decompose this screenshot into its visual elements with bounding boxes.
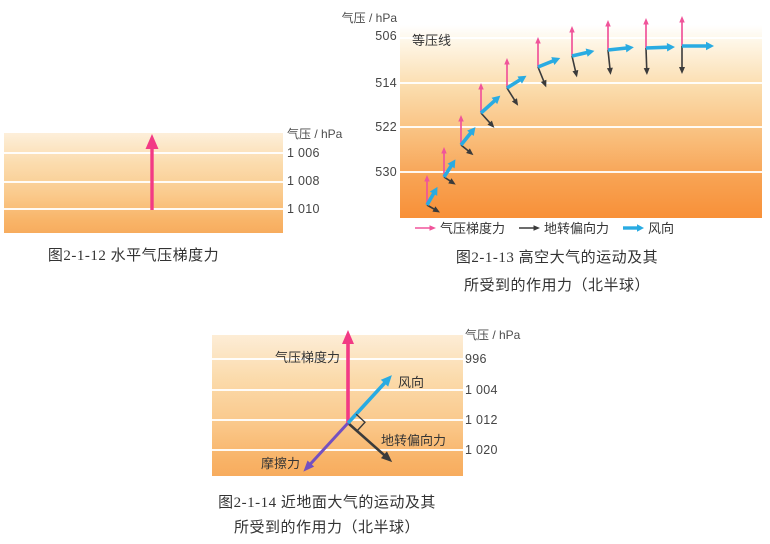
地转偏向力-swatch-arrow (519, 224, 541, 231)
legend-item-wind: 风向 (622, 218, 674, 237)
fig14-isobar-value: 1 004 (465, 383, 498, 397)
legend-item-pressure-gradient: 气压梯度力 (414, 218, 505, 237)
isobar-line (4, 208, 283, 210)
isobar-line (212, 449, 463, 451)
isobar-line (212, 389, 463, 391)
fig13-legend: 气压梯度力 地转偏向力 风向 (414, 218, 674, 237)
fig13-axis-title: 气压 / hPa (341, 11, 397, 25)
fig12-isobar-value: 1 008 (287, 174, 320, 188)
fig14-pgf-label: 气压梯度力 (274, 350, 340, 365)
fig12-isobar-value: 1 006 (287, 146, 320, 160)
fig13-caption-line2: 所受到的作用力（北半球） (463, 278, 650, 294)
fig14-isobar-value: 996 (465, 352, 487, 366)
气压梯度力-swatch-arrow (415, 224, 436, 231)
fig14-friction-label: 摩擦力 (261, 456, 301, 471)
legend-label: 气压梯度力 (440, 221, 506, 236)
isobar-line (212, 358, 463, 360)
fig14-coriolis-label: 地转偏向力 (381, 433, 447, 448)
isobar-line (400, 126, 762, 128)
fig12-isobar-value: 1 010 (287, 202, 320, 216)
fig14-isobar-value: 1 012 (465, 413, 498, 427)
fig14-caption-line1: 图2-1-14 近地面大气的运动及其 (218, 495, 436, 511)
fig13-pressure-field (400, 25, 762, 218)
fig12-caption: 图2-1-12 水平气压梯度力 (47, 248, 220, 264)
isobar-line (4, 181, 283, 183)
fig12-pressure-field (4, 133, 283, 233)
fig14-caption-line2: 所受到的作用力（北半球） (233, 520, 420, 536)
fig13-isoline-label: 等压线 (412, 33, 452, 48)
fig13-isobar-value: 514 (375, 76, 397, 90)
legend-label: 风向 (648, 221, 675, 236)
isobar-line (400, 82, 762, 84)
fig14-axis-title: 气压 / hPa (465, 328, 521, 342)
fig13-caption-line1: 图2-1-13 高空大气的运动及其 (455, 250, 659, 266)
isobar-line (400, 37, 762, 39)
legend-item-coriolis: 地转偏向力 (518, 218, 609, 237)
fig12-axis-title: 气压 / hPa (287, 127, 343, 141)
fig13-isobar-value: 530 (375, 165, 397, 179)
coriolis-arrow-icon (519, 224, 541, 231)
legend-label: 地转偏向力 (544, 221, 610, 236)
wind-arrow-icon (623, 223, 645, 232)
fig14-wind-label: 风向 (398, 375, 425, 390)
isobar-line (212, 419, 463, 421)
风向-swatch-arrow (623, 223, 645, 232)
isobar-line (400, 171, 762, 173)
fig13-isobar-value: 522 (375, 120, 397, 134)
isobar-line (4, 152, 283, 154)
pressure-gradient-arrow-icon (415, 224, 436, 231)
fig14-isobar-value: 1 020 (465, 443, 498, 457)
fig13-isobar-value: 506 (375, 29, 397, 43)
